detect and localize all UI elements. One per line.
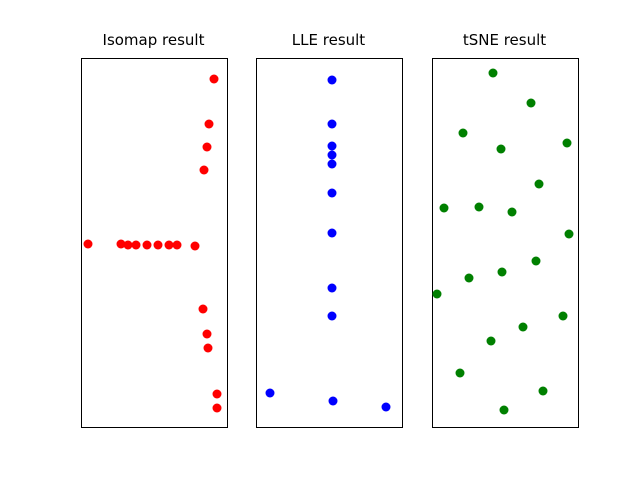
data-point <box>558 311 568 321</box>
data-point <box>507 207 517 217</box>
data-point <box>496 144 506 154</box>
data-point <box>198 304 208 314</box>
lle-title: LLE result <box>291 31 366 49</box>
data-point <box>474 202 484 212</box>
data-point <box>142 240 152 250</box>
data-point <box>164 240 174 250</box>
isomap-plot-area <box>81 58 228 428</box>
data-point <box>327 150 337 160</box>
data-point <box>153 240 163 250</box>
data-point <box>439 203 449 213</box>
data-point <box>83 239 93 249</box>
data-point <box>327 188 337 198</box>
data-point <box>327 75 337 85</box>
data-point <box>131 240 141 250</box>
data-point <box>562 138 572 148</box>
data-point <box>518 322 528 332</box>
data-point <box>499 405 509 415</box>
tsne-title: tSNE result <box>462 31 547 49</box>
data-point <box>464 273 474 283</box>
data-point <box>327 119 337 129</box>
data-point <box>190 241 200 251</box>
data-point <box>534 179 544 189</box>
data-point <box>204 119 214 129</box>
data-point <box>458 128 468 138</box>
data-point <box>212 389 222 399</box>
lle-plot-area <box>256 58 403 428</box>
data-point <box>538 386 548 396</box>
data-point <box>327 311 337 321</box>
data-point <box>116 239 126 249</box>
data-point <box>265 388 275 398</box>
data-point <box>455 368 465 378</box>
data-point <box>328 396 338 406</box>
data-point <box>327 283 337 293</box>
data-point <box>123 240 133 250</box>
tsne-plot-area <box>432 58 579 428</box>
data-point <box>172 240 182 250</box>
data-point <box>327 141 337 151</box>
data-point <box>526 98 536 108</box>
data-point <box>432 289 442 299</box>
data-point <box>202 329 212 339</box>
data-point <box>531 256 541 266</box>
isomap-title: Isomap result <box>102 31 205 49</box>
data-point <box>497 267 507 277</box>
data-point <box>203 343 213 353</box>
data-point <box>381 402 391 412</box>
data-point <box>209 74 219 84</box>
data-point <box>212 403 222 413</box>
data-point <box>327 159 337 169</box>
data-point <box>564 229 574 239</box>
data-point <box>488 68 498 78</box>
data-point <box>327 228 337 238</box>
data-point <box>486 336 496 346</box>
data-point <box>202 142 212 152</box>
data-point <box>199 165 209 175</box>
